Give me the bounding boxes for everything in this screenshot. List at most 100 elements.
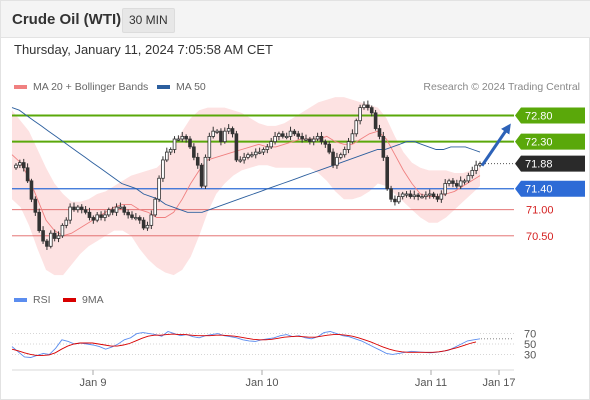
level-label-3: 71.40 bbox=[525, 184, 553, 196]
candle-body bbox=[470, 170, 475, 177]
x-tick-label: Jan 11 bbox=[415, 377, 447, 389]
candle-body bbox=[130, 214, 134, 218]
candle-body bbox=[41, 230, 45, 242]
level-tag-3 bbox=[515, 180, 585, 197]
candle-body bbox=[377, 128, 382, 137]
legend-rsi-label: RSI bbox=[33, 294, 51, 306]
legend-bollinger-label: MA 20 + Bollinger Bands bbox=[33, 81, 149, 93]
rsi-swatch-icon bbox=[14, 298, 27, 302]
candle-body bbox=[141, 219, 146, 229]
rsi-tick-label: 50 bbox=[524, 339, 536, 351]
level-label-1: 72.30 bbox=[525, 137, 553, 149]
candle-body bbox=[219, 130, 223, 143]
candle-body bbox=[427, 193, 432, 196]
interval-button[interactable]: 30 MIN bbox=[122, 8, 175, 33]
legend-rsi-ma: 9MA bbox=[63, 294, 104, 306]
candle-body bbox=[439, 193, 444, 200]
x-tick-label: Jan 10 bbox=[245, 377, 278, 389]
candle-body bbox=[335, 156, 339, 166]
legend-rsi-ma-label: 9MA bbox=[82, 294, 104, 306]
candle-body bbox=[304, 138, 308, 141]
candle-body bbox=[393, 198, 397, 203]
research-credit: Research © 2024 Trading Central bbox=[423, 81, 580, 93]
level-label-2: 71.88 bbox=[525, 159, 553, 171]
candle-body bbox=[385, 156, 389, 190]
candle-body bbox=[168, 149, 173, 153]
candle-body bbox=[389, 188, 393, 200]
candle-body bbox=[87, 211, 92, 218]
candle-body bbox=[18, 162, 22, 166]
candle-body bbox=[284, 135, 289, 138]
candles bbox=[14, 100, 482, 250]
candle-body bbox=[242, 156, 246, 161]
candle-body bbox=[462, 180, 467, 183]
candle-body bbox=[134, 217, 138, 220]
candle-body bbox=[280, 133, 285, 137]
candle-body bbox=[199, 164, 204, 187]
candle-body bbox=[396, 196, 401, 203]
header-bar: Crude Oil (WTI) 30 MIN bbox=[1, 1, 590, 38]
candle-body bbox=[288, 130, 293, 137]
candle-body bbox=[277, 133, 281, 137]
forecast-arrow bbox=[480, 123, 511, 167]
candle-body bbox=[184, 135, 188, 140]
rsi-tick-label: 30 bbox=[524, 349, 536, 361]
candle-body bbox=[338, 154, 343, 158]
x-tick-label: Jan 17 bbox=[482, 377, 515, 389]
legend-rsi: RSI bbox=[14, 294, 51, 306]
candle-body bbox=[95, 214, 100, 221]
candle-body bbox=[311, 138, 316, 143]
candle-body bbox=[118, 206, 123, 209]
candle-body bbox=[114, 206, 119, 213]
candle-body bbox=[404, 193, 409, 196]
candle-body bbox=[45, 240, 49, 247]
candle-body bbox=[76, 206, 80, 211]
level-tag-2 bbox=[515, 155, 585, 172]
candle-body bbox=[478, 163, 482, 166]
candle-body bbox=[238, 159, 243, 162]
candle-body bbox=[79, 206, 84, 211]
candle-body bbox=[33, 198, 38, 213]
candle-body bbox=[215, 130, 219, 133]
candle-body bbox=[296, 133, 301, 137]
x-tick-label: Jan 9 bbox=[80, 377, 107, 389]
candle-body bbox=[137, 217, 142, 221]
instrument-title: Crude Oil (WTI) bbox=[12, 11, 122, 28]
level-label-4: 71.00 bbox=[526, 205, 554, 217]
candle-body bbox=[37, 211, 41, 232]
candle-body bbox=[458, 180, 463, 187]
candle-body bbox=[99, 214, 103, 218]
candle-body bbox=[149, 214, 154, 226]
price-levels bbox=[12, 114, 514, 237]
candle-body bbox=[408, 193, 413, 197]
legend-ma50: MA 50 bbox=[157, 81, 206, 93]
candle-body bbox=[110, 209, 115, 213]
candle-body bbox=[362, 104, 366, 109]
candle-body bbox=[466, 175, 471, 182]
candle-body bbox=[451, 180, 455, 184]
candle-body bbox=[454, 183, 459, 187]
candle-body bbox=[56, 235, 61, 239]
candle-body bbox=[354, 120, 359, 135]
candle-body bbox=[203, 156, 208, 187]
candle-body bbox=[52, 232, 57, 239]
candle-body bbox=[319, 135, 324, 143]
candle-body bbox=[83, 209, 88, 213]
bollinger-swatch-icon bbox=[14, 85, 27, 89]
candle-body bbox=[49, 232, 53, 247]
candle-body bbox=[350, 133, 355, 143]
candle-body bbox=[21, 162, 26, 169]
candle-body bbox=[164, 151, 169, 161]
candle-body bbox=[420, 196, 424, 199]
candle-body bbox=[474, 164, 478, 171]
candle-body bbox=[180, 135, 185, 140]
candle-body bbox=[323, 141, 328, 145]
candle-body bbox=[234, 133, 239, 161]
candle-body bbox=[226, 128, 231, 132]
indicator-lines bbox=[11, 107, 481, 237]
candle-body bbox=[64, 219, 69, 226]
legend-bollinger: MA 20 + Bollinger Bands bbox=[14, 81, 148, 93]
candle-body bbox=[14, 164, 18, 169]
candle-body bbox=[346, 141, 351, 150]
